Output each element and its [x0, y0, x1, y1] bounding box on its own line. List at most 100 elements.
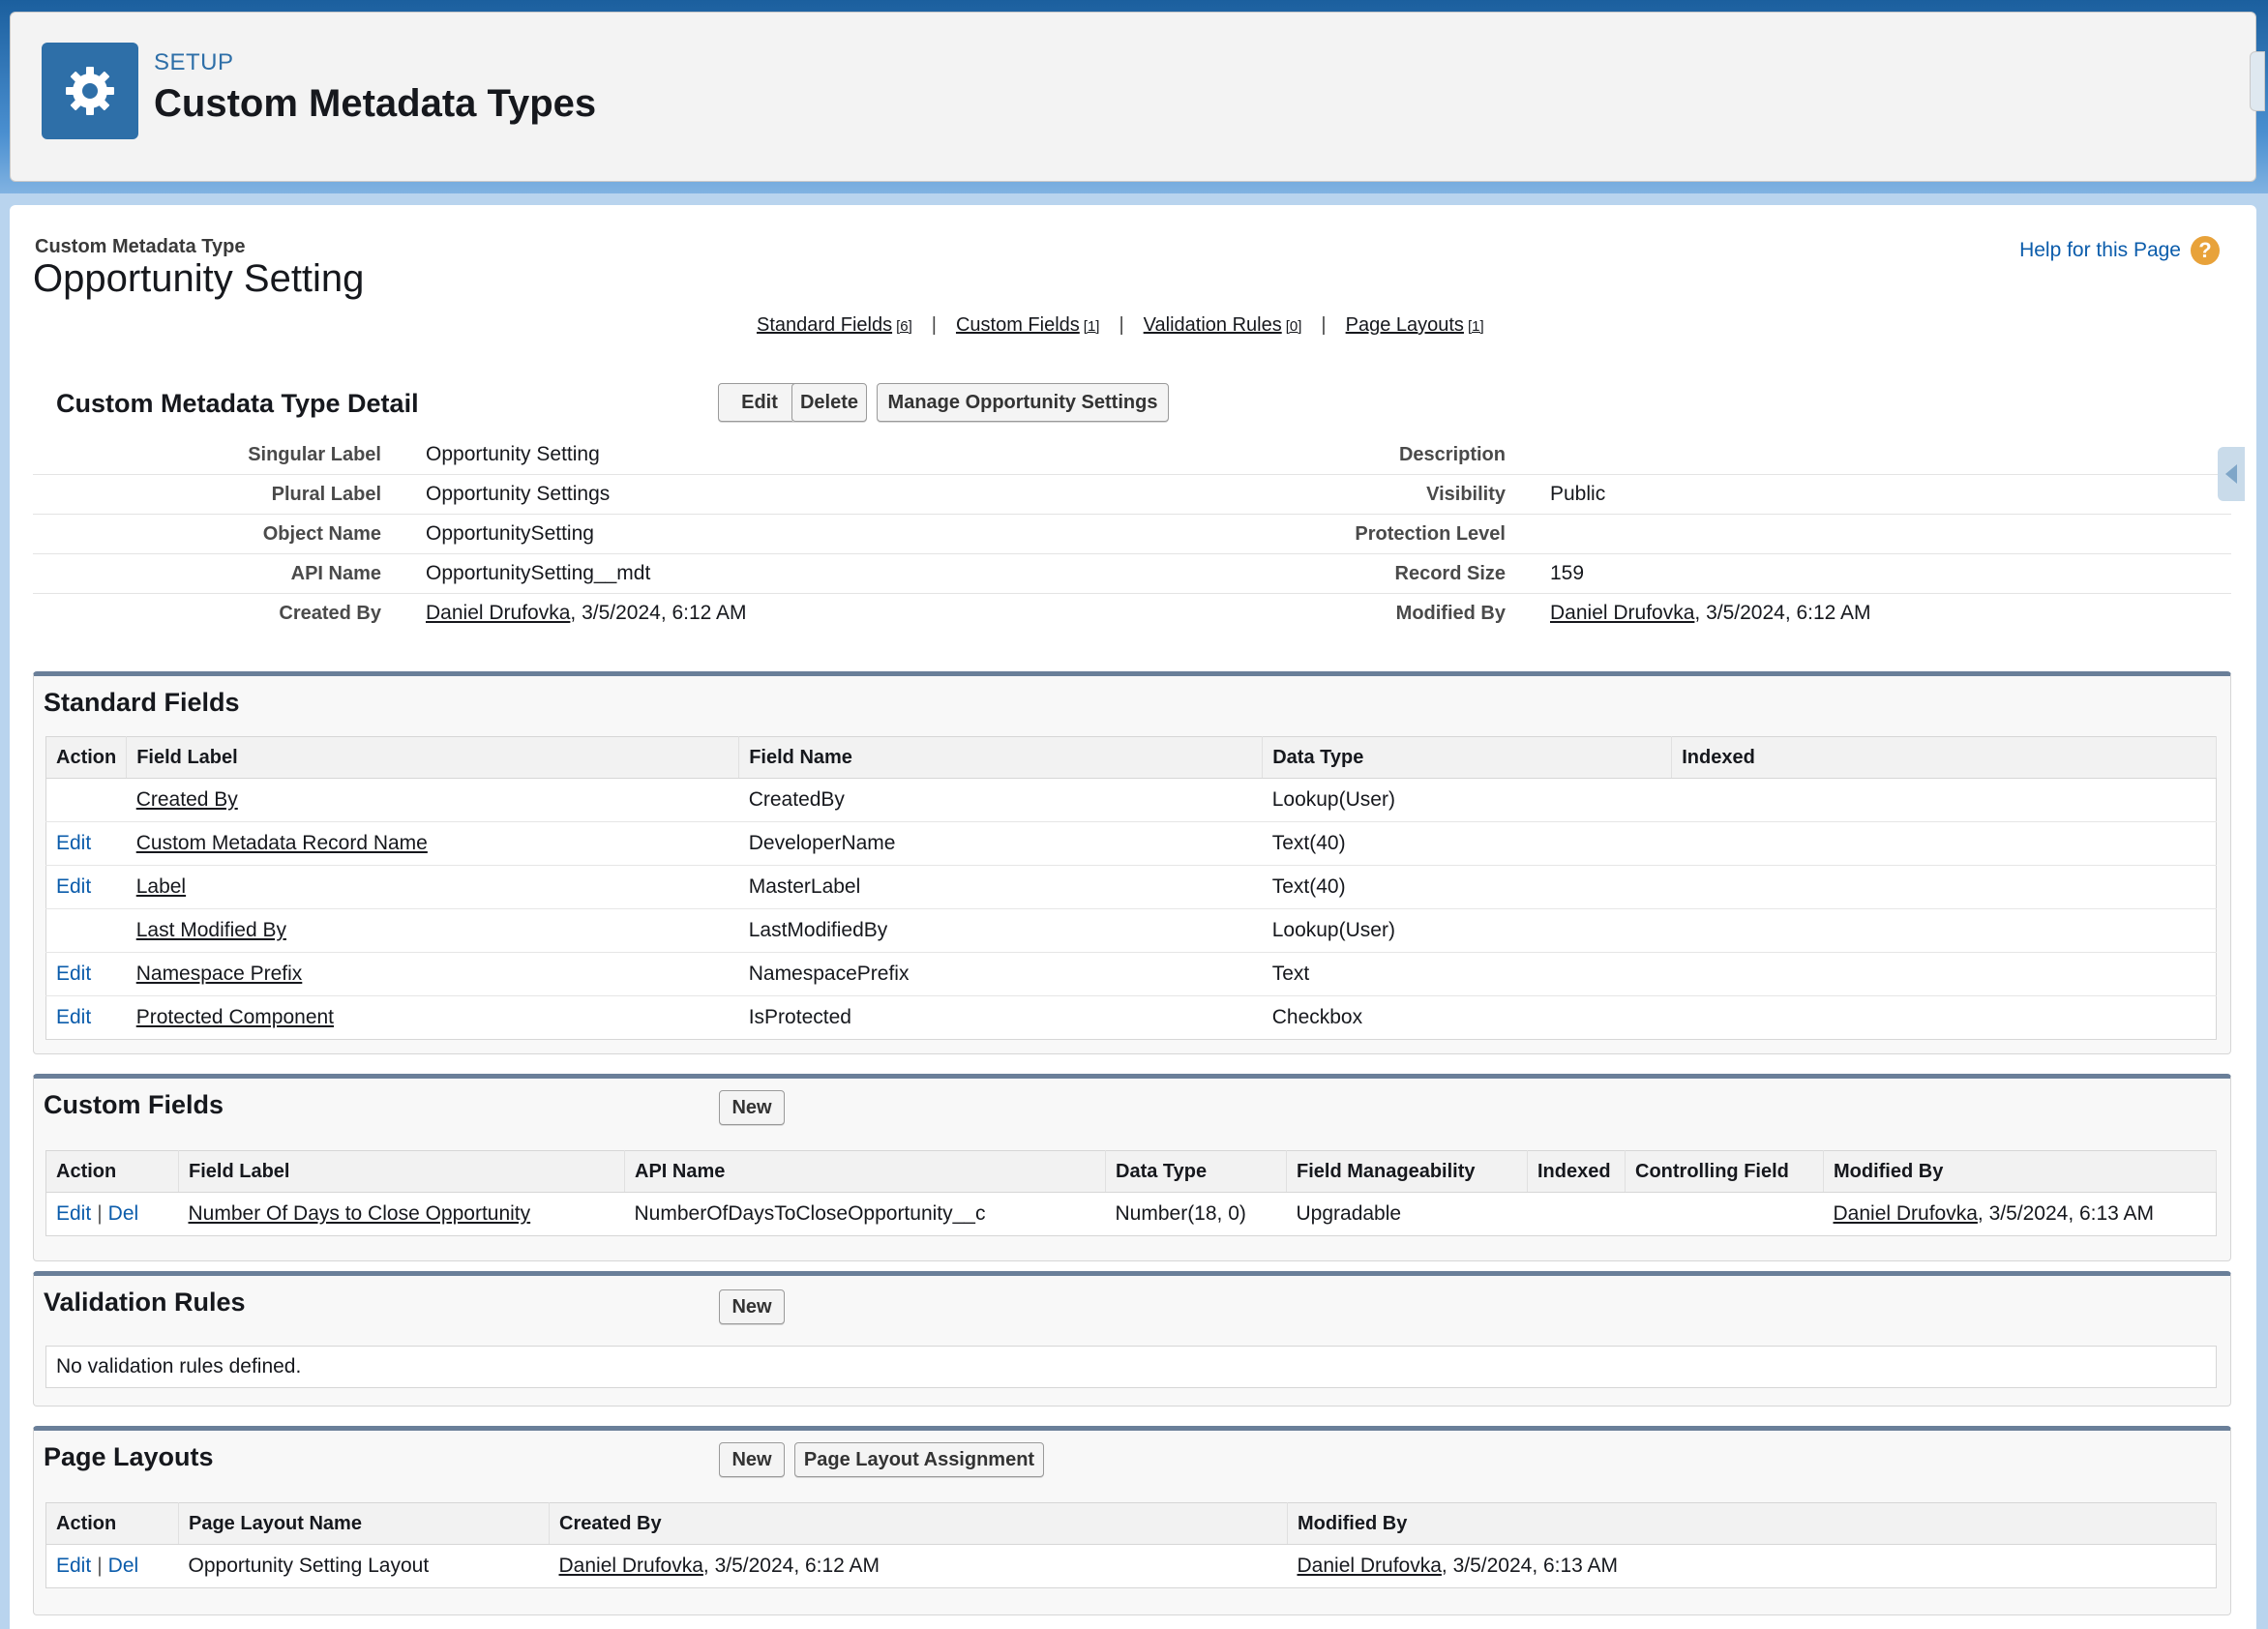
table-header-row: Action Field Label API Name Data Type Fi…: [45, 1150, 2217, 1193]
table-row: Edit | Del Opportunity Setting Layout Dani…: [46, 1545, 2217, 1588]
column-header: API Name: [624, 1150, 1106, 1193]
user-link[interactable]: Daniel Drufovka: [558, 1555, 703, 1577]
field-label: Created By: [279, 602, 381, 624]
help-link-label[interactable]: Help for this Page: [2019, 239, 2181, 261]
field-name: DeveloperName: [738, 821, 1263, 866]
column-header: Modified By: [1287, 1502, 2217, 1545]
field-label: API Name: [290, 562, 381, 584]
table-row: Edit Protected Component IsProtected Che…: [46, 996, 2217, 1040]
page-layouts-section: Page Layouts New Page Layout Assignment …: [33, 1426, 2231, 1615]
related-link-page-layouts[interactable]: Page Layouts [1]: [1345, 314, 1484, 336]
field-label: Protection Level: [1355, 522, 1506, 545]
chevron-left-icon: [2225, 464, 2237, 484]
user-link[interactable]: Daniel Drufovka: [1297, 1555, 1442, 1577]
api-name: NumberOfDaysToCloseOpportunity__c: [634, 1202, 986, 1225]
related-link-custom-fields[interactable]: Custom Fields [1]: [955, 314, 1100, 336]
main-panel: Custom Metadata Type Opportunity Setting…: [10, 205, 2256, 1629]
data-type: Text(40): [1262, 821, 1672, 866]
column-header: Created By: [549, 1502, 1288, 1545]
edit-link[interactable]: Edit: [56, 1006, 92, 1028]
column-header: Indexed: [1671, 736, 2217, 779]
standard-fields-section: Standard Fields Action Field Label Field…: [33, 671, 2231, 1054]
modified-by: Daniel Drufovka, 3/5/2024, 6:13 AM: [1297, 1555, 1619, 1577]
user-link[interactable]: Daniel Drufovka: [1550, 602, 1695, 624]
edit-link[interactable]: Edit: [56, 963, 92, 985]
column-header: Modified By: [1823, 1150, 2217, 1193]
indexed: [1671, 865, 2217, 909]
detail-row: Singular Label Opportunity Setting Descr…: [33, 435, 2231, 475]
edit-link[interactable]: Edit: [56, 1555, 92, 1577]
edit-link[interactable]: Edit: [56, 875, 92, 898]
related-link-validation-rules[interactable]: Validation Rules [0]: [1143, 314, 1302, 336]
setup-header: SETUP Custom Metadata Types: [10, 12, 2265, 182]
field-label-link[interactable]: Protected Component: [135, 1006, 335, 1028]
empty-message: No validation rules defined.: [45, 1346, 2217, 1388]
field-label-link[interactable]: Namespace Prefix: [135, 963, 303, 985]
column-header: Indexed: [1527, 1150, 1626, 1193]
field-label-link[interactable]: Last Modified By: [135, 919, 286, 941]
column-header: Data Type: [1262, 736, 1673, 779]
field-value: OpportunitySetting__mdt: [426, 562, 651, 584]
separator: |: [1321, 314, 1327, 336]
section-title: Validation Rules: [44, 1288, 246, 1317]
data-type: Lookup(User): [1262, 908, 1672, 953]
edit-link[interactable]: Edit: [56, 832, 92, 854]
indexed: [1672, 996, 2217, 1040]
validation-rules-section: Validation Rules New No validation rules…: [33, 1271, 2231, 1407]
user-link[interactable]: Daniel Drufovka: [1833, 1202, 1978, 1225]
field-value: Opportunity Settings: [426, 483, 611, 505]
field-label: Plural Label: [271, 483, 381, 505]
new-page-layout-button[interactable]: New: [719, 1442, 785, 1477]
indexed: [1671, 908, 2217, 953]
field-label-link[interactable]: Label: [135, 875, 187, 898]
question-icon[interactable]: ?: [2191, 236, 2220, 265]
edit-button[interactable]: Edit: [718, 383, 801, 422]
field-label: Object Name: [262, 522, 381, 545]
field-label: Description: [1398, 443, 1506, 465]
field-label: Visibility: [1426, 483, 1506, 505]
table-row: Edit | Del Number Of Days to Close Opportu…: [46, 1193, 2217, 1236]
new-custom-field-button[interactable]: New: [719, 1090, 785, 1125]
field-name: MasterLabel: [738, 865, 1263, 909]
field-label-link[interactable]: Number Of Days to Close Opportunity: [188, 1202, 531, 1225]
header-title: Custom Metadata Types: [154, 82, 597, 125]
custom-fields-table: Action Field Label API Name Data Type Fi…: [45, 1150, 2217, 1236]
column-header: Field Manageability: [1286, 1150, 1528, 1193]
manage-opportunity-settings-button[interactable]: Manage Opportunity Settings: [877, 383, 1169, 422]
detail-row: API Name OpportunitySetting__mdt Record …: [33, 554, 2231, 594]
detail-row: Object Name OpportunitySetting Protectio…: [33, 515, 2231, 554]
action-cell: Edit | Del: [56, 1202, 139, 1225]
indexed: [1671, 778, 2217, 822]
field-name: IsProtected: [748, 1006, 851, 1028]
user-link[interactable]: Daniel Drufovka: [426, 602, 571, 624]
field-label-link[interactable]: Custom Metadata Record Name: [135, 832, 428, 854]
page-layout-assignment-button[interactable]: Page Layout Assignment: [794, 1442, 1044, 1477]
detail-grid: Singular Label Opportunity Setting Descr…: [33, 435, 2231, 633]
indexed: [1528, 1193, 1626, 1236]
action-cell: Edit | Del: [56, 1555, 139, 1577]
delete-link[interactable]: Del: [107, 1202, 139, 1225]
delete-button[interactable]: Delete: [791, 383, 867, 422]
new-validation-rule-button[interactable]: New: [719, 1289, 785, 1324]
detail-row: Plural Label Opportunity Settings Visibi…: [33, 475, 2231, 515]
column-header: Field Label: [178, 1150, 625, 1193]
delete-link[interactable]: Del: [107, 1555, 139, 1577]
field-name: CreatedBy: [738, 778, 1263, 822]
gear-icon: [42, 43, 138, 139]
table-header-row: Action Field Label Field Name Data Type …: [45, 736, 2217, 779]
data-type: Text: [1262, 952, 1672, 996]
field-label-link[interactable]: Created By: [135, 788, 238, 811]
column-header: Data Type: [1105, 1150, 1287, 1193]
table-row: Last Modified By LastModifiedBy Lookup(U…: [45, 908, 2217, 953]
related-link-standard-fields[interactable]: Standard Fields [6]: [757, 314, 912, 336]
column-header: Field Name: [738, 736, 1264, 779]
help-link[interactable]: Help for this Page ?: [2019, 236, 2220, 265]
custom-fields-section: Custom Fields New Action Field Label API…: [33, 1074, 2231, 1261]
table-row: Created By CreatedBy Lookup(User): [45, 778, 2217, 822]
data-type: Lookup(User): [1262, 778, 1672, 822]
sidebar-toggle[interactable]: [2218, 447, 2245, 501]
breadcrumb: Custom Metadata Type: [35, 236, 246, 257]
data-type: Number(18, 0): [1115, 1202, 1246, 1225]
edit-link[interactable]: Edit: [56, 1202, 92, 1225]
detail-row: Created By Daniel Drufovka, 3/5/2024, 6:…: [33, 594, 2231, 633]
